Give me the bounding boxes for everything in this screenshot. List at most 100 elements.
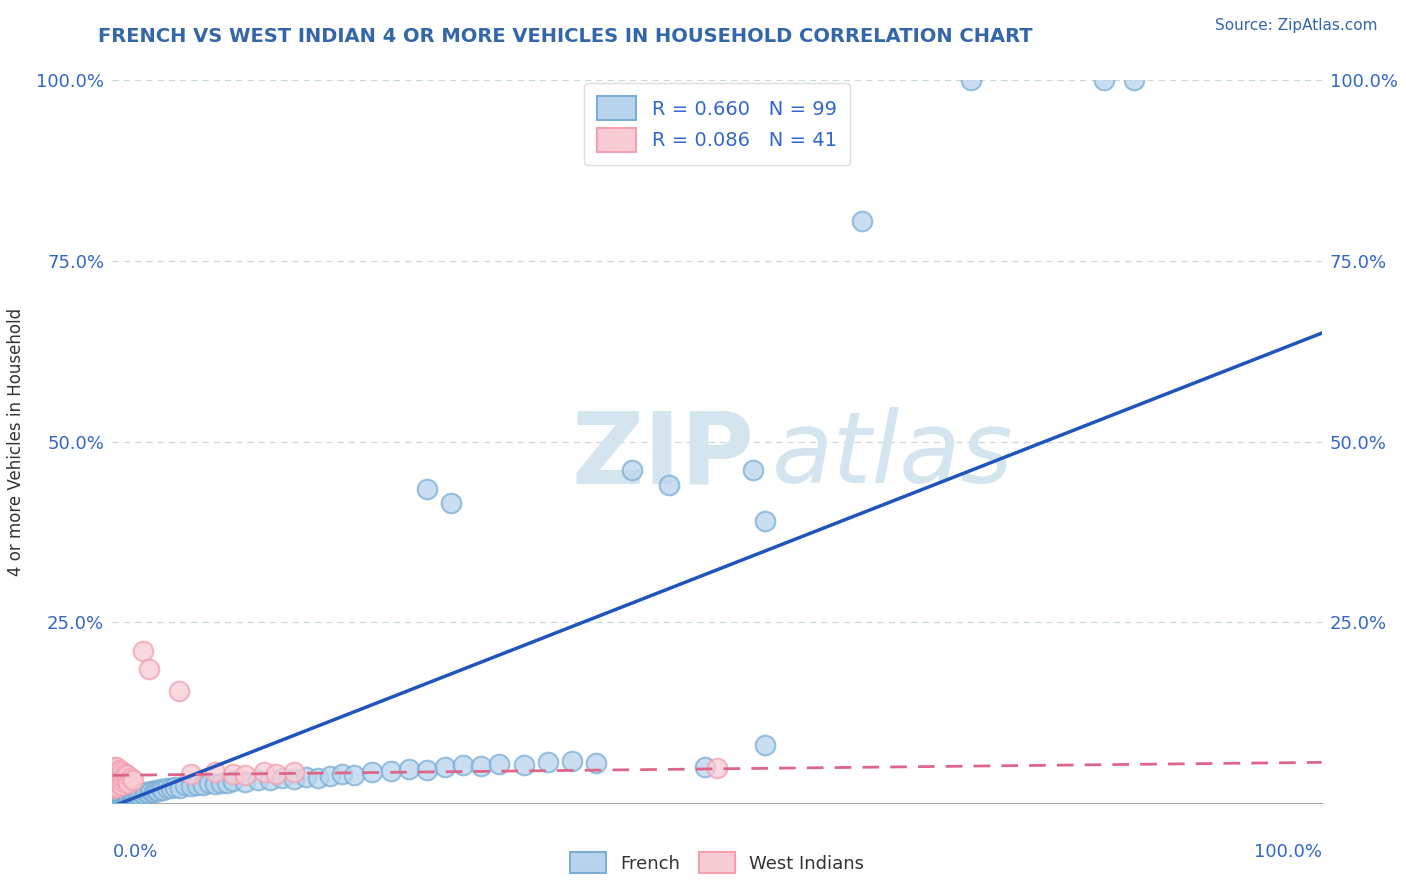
Point — [105, 760, 128, 774]
Point — [105, 793, 128, 807]
Point — [105, 771, 128, 785]
Point — [152, 782, 174, 797]
Point — [111, 792, 134, 806]
Point — [114, 791, 136, 805]
Y-axis label: 4 or more Vehicles in Household: 4 or more Vehicles in Household — [7, 308, 25, 575]
Point — [105, 765, 128, 780]
Point — [120, 771, 142, 785]
Text: 100.0%: 100.0% — [1254, 843, 1322, 861]
Point — [295, 770, 318, 784]
Point — [114, 793, 136, 807]
Point — [104, 764, 127, 778]
Point — [104, 794, 127, 808]
Point — [142, 785, 165, 799]
Point — [658, 478, 681, 492]
Point — [124, 789, 146, 803]
Point — [259, 773, 281, 788]
Point — [114, 767, 136, 781]
Text: Source: ZipAtlas.com: Source: ZipAtlas.com — [1215, 18, 1378, 33]
Text: 0.0%: 0.0% — [112, 843, 157, 861]
Point — [111, 765, 134, 780]
Point — [180, 779, 202, 793]
Point — [319, 769, 342, 783]
Legend: R = 0.660   N = 99, R = 0.086   N = 41: R = 0.660 N = 99, R = 0.086 N = 41 — [583, 83, 851, 165]
Point — [343, 767, 366, 781]
Point — [115, 768, 138, 782]
Point — [621, 463, 644, 477]
Point — [104, 778, 127, 792]
Text: atlas: atlas — [772, 408, 1014, 505]
Text: FRENCH VS WEST INDIAN 4 OR MORE VEHICLES IN HOUSEHOLD CORRELATION CHART: FRENCH VS WEST INDIAN 4 OR MORE VEHICLES… — [98, 27, 1033, 45]
Point — [561, 754, 583, 768]
Point — [222, 767, 245, 781]
Point — [434, 760, 457, 774]
Point — [235, 775, 257, 789]
Point — [132, 787, 155, 801]
Point — [217, 776, 239, 790]
Point — [754, 738, 776, 752]
Point — [110, 768, 132, 782]
Point — [754, 514, 776, 528]
Point — [440, 496, 463, 510]
Point — [141, 784, 163, 798]
Point — [165, 780, 187, 794]
Point — [416, 482, 439, 496]
Point — [204, 777, 226, 791]
Point — [156, 780, 179, 795]
Point — [105, 767, 128, 781]
Point — [127, 787, 149, 801]
Point — [1092, 73, 1115, 87]
Point — [186, 778, 208, 792]
Point — [122, 772, 145, 787]
Point — [110, 793, 132, 807]
Point — [115, 792, 138, 806]
Point — [169, 780, 191, 795]
Point — [107, 775, 129, 789]
Point — [180, 767, 202, 781]
Point — [264, 767, 287, 781]
Point — [108, 792, 131, 806]
Point — [117, 789, 139, 804]
Point — [104, 774, 127, 789]
Point — [135, 785, 157, 799]
Point — [742, 463, 765, 477]
Point — [103, 794, 125, 808]
Point — [112, 790, 135, 805]
Point — [585, 756, 607, 770]
Point — [107, 794, 129, 808]
Point — [167, 683, 190, 698]
Point — [398, 762, 420, 776]
Point — [361, 765, 384, 780]
Point — [380, 764, 402, 778]
Point — [451, 758, 474, 772]
Point — [103, 781, 125, 796]
Point — [330, 767, 353, 781]
Point — [112, 791, 135, 805]
Point — [103, 792, 125, 806]
Point — [117, 791, 139, 805]
Point — [307, 771, 329, 785]
Point — [112, 771, 135, 785]
Point — [235, 768, 257, 782]
Point — [105, 792, 128, 806]
Point — [108, 772, 131, 787]
Point — [512, 757, 534, 772]
Point — [125, 789, 148, 804]
Point — [103, 774, 125, 789]
Point — [107, 793, 129, 807]
Point — [114, 790, 136, 805]
Point — [121, 790, 143, 805]
Point — [104, 791, 127, 805]
Point — [105, 774, 128, 789]
Point — [198, 776, 221, 790]
Point — [122, 788, 145, 802]
Point — [103, 767, 125, 781]
Point — [111, 794, 134, 808]
Point — [110, 790, 132, 805]
Point — [104, 793, 127, 807]
Point — [114, 772, 136, 786]
Point — [693, 760, 716, 774]
Point — [283, 772, 305, 786]
Point — [131, 786, 153, 800]
Point — [253, 765, 276, 780]
